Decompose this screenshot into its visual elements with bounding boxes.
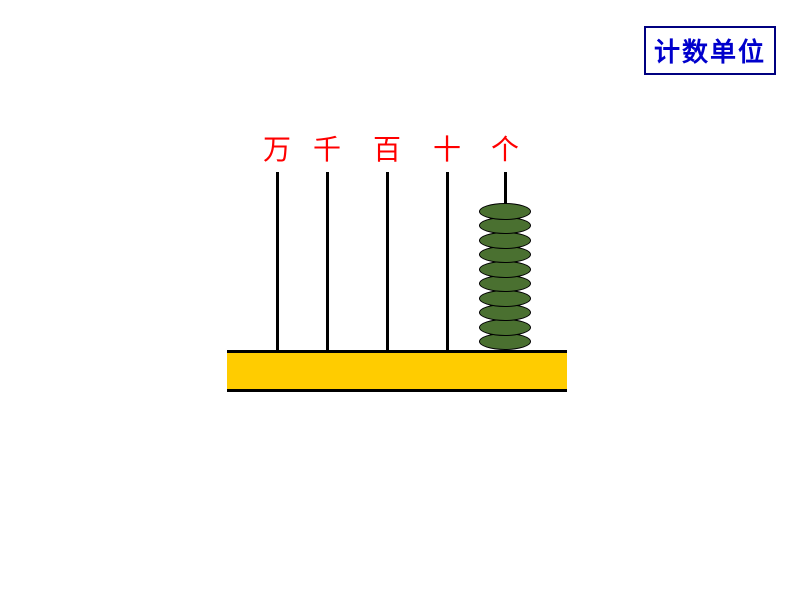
place-label: 十: [422, 128, 472, 168]
abacus-bead: [479, 319, 531, 336]
place-label: 百: [362, 128, 412, 168]
abacus-bead: [479, 246, 531, 263]
counting-unit-label: 计数单位: [654, 38, 766, 67]
place-label: 个: [480, 128, 530, 168]
abacus-bead: [479, 304, 531, 321]
abacus-bead: [479, 232, 531, 249]
counting-unit-box: 计数单位: [644, 26, 776, 75]
abacus-rod: [386, 172, 389, 350]
abacus-rod: [446, 172, 449, 350]
abacus-rod: [276, 172, 279, 350]
abacus-bead: [479, 333, 531, 350]
place-label: 万: [252, 128, 302, 168]
abacus-bead: [479, 203, 531, 220]
abacus-rod: [326, 172, 329, 350]
place-label: 千: [302, 128, 352, 168]
abacus-bead: [479, 275, 531, 292]
abacus-bead: [479, 290, 531, 307]
abacus-base: [227, 350, 567, 392]
abacus-bead: [479, 261, 531, 278]
abacus-diagram: 万千百十个: [227, 128, 567, 398]
abacus-bead: [479, 217, 531, 234]
